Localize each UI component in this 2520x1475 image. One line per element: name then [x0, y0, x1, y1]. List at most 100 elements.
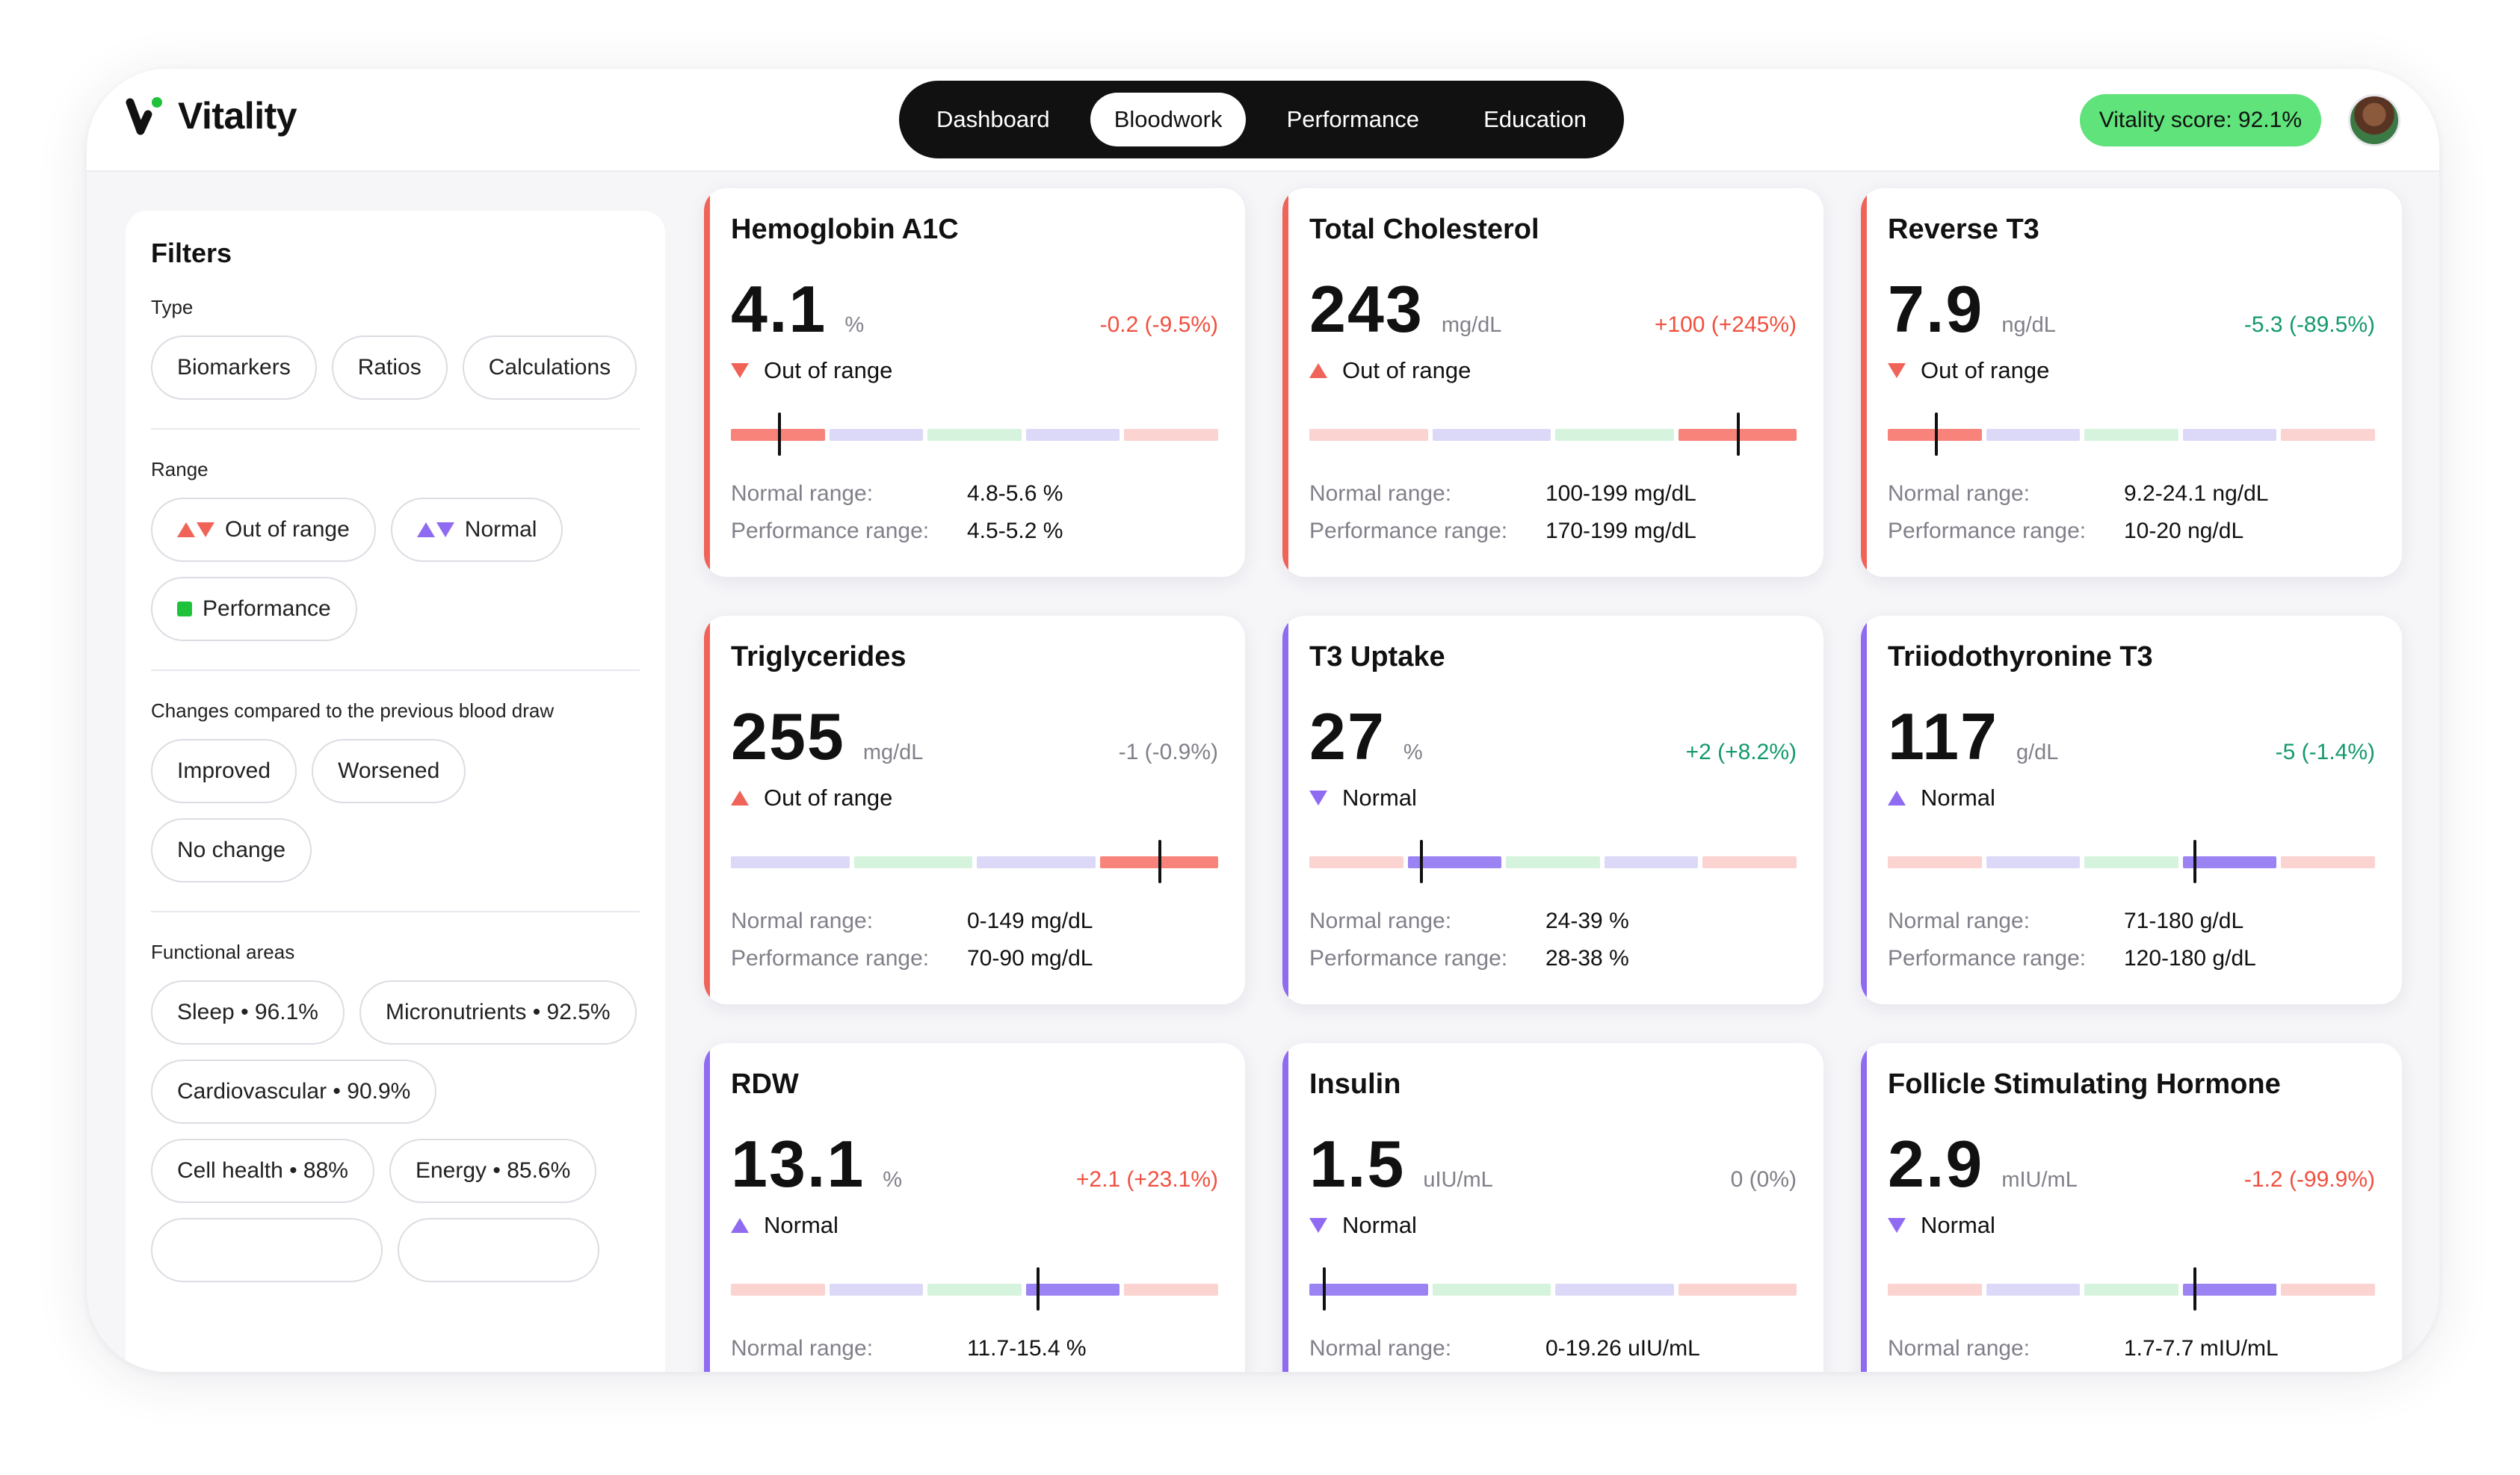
- range-section-label: Range: [151, 458, 209, 480]
- biomarker-value-group: 27%: [1309, 704, 1423, 770]
- chip-no-change[interactable]: No change: [151, 818, 312, 882]
- tab-performance[interactable]: Performance: [1286, 106, 1420, 132]
- chip-more[interactable]: [151, 1218, 383, 1282]
- biomarker-card-rdw[interactable]: RDW 13.1% +2.1 (+23.1%) Normal Normal range:…: [704, 1043, 1245, 1372]
- chip-more[interactable]: [398, 1218, 599, 1282]
- logo[interactable]: Vitality: [126, 94, 297, 137]
- tab-bloodwork[interactable]: Bloodwork: [1090, 93, 1247, 146]
- chip-normal[interactable]: Normal: [390, 498, 563, 562]
- range-bar-segment: [927, 1284, 1022, 1296]
- normal-range-value: 11.7-15.4 %: [967, 1336, 1087, 1361]
- range-bar-segment: [1702, 856, 1797, 868]
- biomarker-unit: %: [1403, 740, 1423, 764]
- chip-sleep[interactable]: Sleep • 96.1%: [151, 980, 345, 1045]
- range-bar: [731, 1284, 1218, 1296]
- normal-range-label: Normal range:: [1309, 481, 1452, 506]
- biomarker-unit: g/dL: [2016, 740, 2059, 764]
- range-bar-segment: [1025, 1284, 1120, 1296]
- biomarker-card-triiodothyronine-t3[interactable]: Triiodothyronine T3 117 g/dL -5 (-1.4%) Norm…: [1861, 616, 2402, 1004]
- normal-range-value: 4.8-5.6 %: [967, 481, 1063, 506]
- biomarker-unit: mg/dL: [862, 740, 924, 764]
- performance-range-row: Performance range: 170-199 mg/dL: [1309, 519, 1696, 544]
- chip-micronutrients[interactable]: Micronutrients • 92.5%: [359, 980, 637, 1045]
- biomarker-title: Follicle Stimulating Hormone: [1888, 1069, 2281, 1100]
- normal-range-value: 1.7-7.7 mIU/mL: [2124, 1336, 2279, 1361]
- chip-label: Sleep • 96.1%: [177, 1000, 318, 1024]
- tab-dashboard[interactable]: Dashboard: [936, 106, 1050, 132]
- vitality-score-badge[interactable]: Vitality score: 92.1%: [2079, 94, 2321, 146]
- biomarker-value: 7.9: [1888, 272, 1984, 346]
- chip-worsened[interactable]: Worsened: [312, 739, 466, 803]
- range-bar-segment: [2281, 429, 2375, 441]
- normal-range-label: Normal range:: [731, 1336, 874, 1361]
- chip-cardiovascular[interactable]: Cardiovascular • 90.9%: [151, 1060, 437, 1124]
- chip-biomarkers[interactable]: Biomarkers: [151, 335, 317, 400]
- biomarker-status: Normal: [1888, 1212, 1995, 1239]
- type-section-label: Type: [151, 296, 194, 318]
- biomarker-status: Normal: [731, 1212, 839, 1239]
- down-triangle-icon: [731, 363, 749, 378]
- biomarker-unit: uIU/mL: [1423, 1168, 1493, 1192]
- biomarker-card-t3-uptake[interactable]: T3 Uptake 27% +2 (+8.2%) Normal Normal range…: [1282, 616, 1823, 1004]
- chip-energy[interactable]: Energy • 85.6%: [389, 1139, 597, 1203]
- performance-range-value: 70-90 mg/dL: [967, 946, 1093, 971]
- biomarker-card-reverse-t3[interactable]: Reverse T3 7.9 ng/dL -5.3 (-89.5%) Out of ra…: [1861, 188, 2402, 577]
- status-stripe: [1861, 188, 1867, 577]
- tab-education[interactable]: Education: [1483, 106, 1587, 132]
- normal-range-value: 0-149 mg/dL: [967, 909, 1093, 933]
- biomarker-value: 1.5: [1309, 1127, 1406, 1201]
- normal-range-label: Normal range:: [1888, 1336, 2030, 1361]
- app-name: Vitality: [178, 95, 297, 137]
- status-stripe: [1282, 1043, 1288, 1372]
- range-bar: [731, 856, 1218, 868]
- biomarker-title: Triglycerides: [731, 641, 907, 672]
- biomarker-card-triglycerides[interactable]: Triglycerides 255 mg/dL -1 (-0.9%) Out of ra…: [704, 616, 1245, 1004]
- chip-label: Energy • 85.6%: [415, 1158, 571, 1183]
- biomarker-change: -0.2 (-9.5%): [1099, 312, 1218, 337]
- normal-range-row: Normal range: 4.8-5.6 %: [731, 481, 1063, 507]
- biomarker-card-insulin[interactable]: Insulin 1.5 uIU/mL 0 (0%) Normal Normal range…: [1282, 1043, 1823, 1372]
- chip-improved[interactable]: Improved: [151, 739, 297, 803]
- status-stripe: [1282, 188, 1288, 577]
- normal-range-value: 9.2-24.1 ng/dL: [2124, 481, 2269, 506]
- chip-ratios[interactable]: Ratios: [331, 335, 448, 400]
- chip-performance[interactable]: Performance: [151, 577, 357, 641]
- value-marker: [1935, 412, 1939, 456]
- biomarker-value: 27: [1309, 699, 1386, 773]
- user-avatar[interactable]: [2348, 94, 2400, 146]
- biomarker-value-group: 4.1%: [731, 276, 864, 342]
- range-bar-segment: [829, 1284, 924, 1296]
- biomarker-title: RDW: [731, 1069, 799, 1100]
- top-bar: Vitality Dashboard Bloodwork Performance…: [87, 69, 2439, 172]
- down-triangle-icon: [1309, 1218, 1327, 1233]
- up-triangle-icon: [731, 1218, 749, 1233]
- status-label: Normal: [1342, 785, 1417, 811]
- normal-range-label: Normal range:: [1309, 909, 1452, 933]
- normal-range-value: 0-19.26 uIU/mL: [1545, 1336, 1700, 1361]
- biomarker-value: 243: [1309, 272, 1424, 346]
- range-bar-segment: [1888, 429, 1982, 441]
- biomarker-card-follicle-stimulating-hormone[interactable]: Follicle Stimulating Hormone 2.9 mIU/mL -1.…: [1861, 1043, 2402, 1372]
- normal-range-label: Normal range:: [1888, 909, 2030, 933]
- status-label: Out of range: [1342, 357, 1471, 383]
- biomarker-value: 117: [1888, 699, 1998, 773]
- range-bar-segment: [1506, 856, 1600, 868]
- biomarker-status: Normal: [1888, 785, 1995, 811]
- biomarker-value-group: 7.9 ng/dL: [1888, 276, 2056, 342]
- biomarker-card-total-cholesterol[interactable]: Total Cholesterol 243 mg/dL +100 (+245%) Out…: [1282, 188, 1823, 577]
- normal-range-row: Normal range: 100-199 mg/dL: [1309, 481, 1696, 507]
- range-bar: [1888, 1284, 2375, 1296]
- chip-out-of-range[interactable]: Out of range: [151, 498, 376, 562]
- status-stripe: [704, 1043, 710, 1372]
- up-triangle-icon: [1888, 791, 1906, 805]
- chip-label: Ratios: [357, 355, 421, 380]
- normal-range-row: Normal range: 0-19.26 uIU/mL: [1309, 1336, 1700, 1361]
- normal-range-row: Normal range: 71-180 g/dL: [1888, 909, 2243, 934]
- range-bar-segment: [1025, 429, 1120, 441]
- chip-label: Normal: [464, 517, 537, 542]
- biomarker-card-hemoglobin-a1c[interactable]: Hemoglobin A1C 4.1% -0.2 (-9.5%) Out of ran…: [704, 188, 1245, 577]
- value-marker: [1158, 840, 1161, 883]
- chip-cell-health[interactable]: Cell health • 88%: [151, 1139, 374, 1203]
- chip-label: Performance: [203, 596, 331, 621]
- chip-calculations[interactable]: Calculations: [462, 335, 637, 400]
